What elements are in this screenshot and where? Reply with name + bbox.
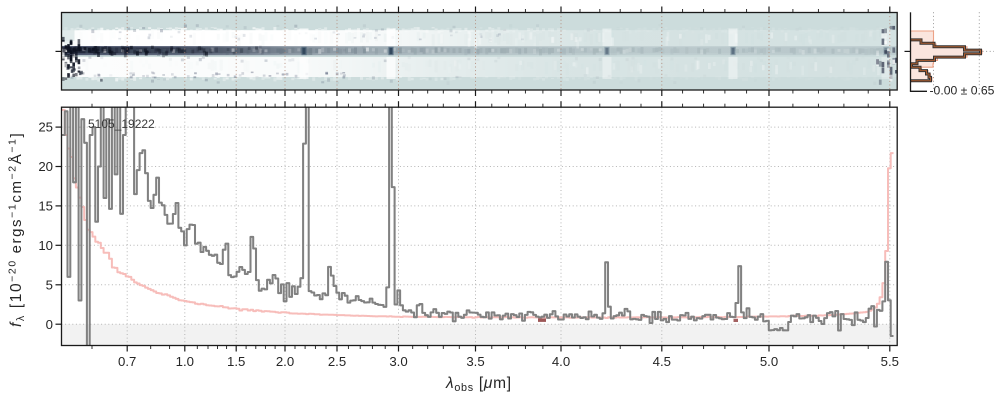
svg-text:4.0: 4.0 <box>552 354 570 369</box>
svg-text:3.0: 3.0 <box>389 354 407 369</box>
svg-text:0.7: 0.7 <box>118 354 136 369</box>
svg-text:fλ [10−20 ergs−1cm−2Å−1]: fλ [10−20 ergs−1cm−2Å−1] <box>7 132 28 327</box>
svg-text:5105_19222: 5105_19222 <box>88 117 155 131</box>
svg-text:2.5: 2.5 <box>328 354 346 369</box>
svg-text:-0.00 ± 0.65: -0.00 ± 0.65 <box>930 84 995 98</box>
svg-text:20: 20 <box>38 159 53 174</box>
svg-text:2.0: 2.0 <box>276 354 294 369</box>
svg-text:0: 0 <box>46 317 53 332</box>
svg-text:1.5: 1.5 <box>227 354 245 369</box>
svg-text:1.0: 1.0 <box>176 354 194 369</box>
svg-text:10: 10 <box>38 238 53 253</box>
svg-text:5: 5 <box>46 277 53 292</box>
svg-text:25: 25 <box>38 120 53 135</box>
svg-text:3.5: 3.5 <box>466 354 484 369</box>
svg-text:5.5: 5.5 <box>881 354 899 369</box>
svg-text:λobs [μm]: λobs [μm] <box>445 375 512 394</box>
svg-text:15: 15 <box>38 199 53 214</box>
svg-text:5.0: 5.0 <box>760 354 778 369</box>
svg-text:4.5: 4.5 <box>653 354 671 369</box>
